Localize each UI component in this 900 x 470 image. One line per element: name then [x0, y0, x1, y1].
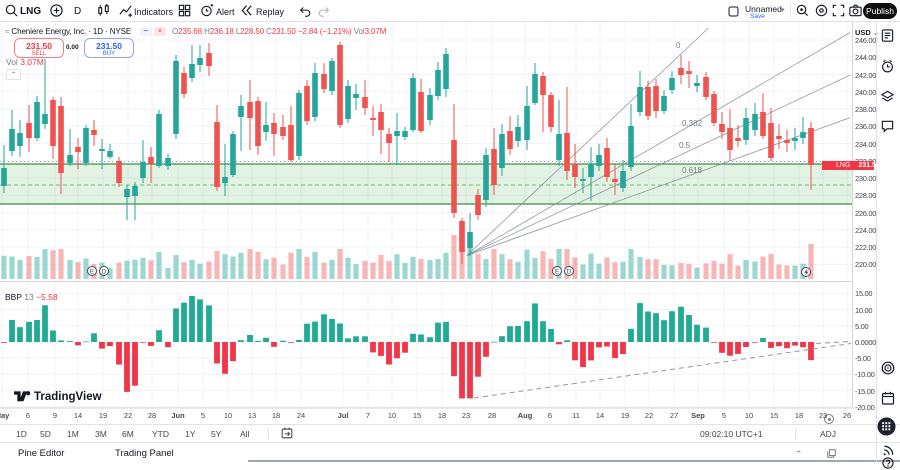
svg-text:0: 0 — [676, 41, 681, 50]
svg-text:0.618: 0.618 — [682, 166, 703, 175]
svg-text:D: D — [567, 268, 572, 275]
svg-text:D: D — [102, 268, 107, 275]
svg-text:E: E — [555, 268, 560, 275]
svg-text:0.382: 0.382 — [682, 119, 703, 128]
svg-text:0.5: 0.5 — [679, 141, 691, 150]
svg-text:E: E — [90, 268, 95, 275]
